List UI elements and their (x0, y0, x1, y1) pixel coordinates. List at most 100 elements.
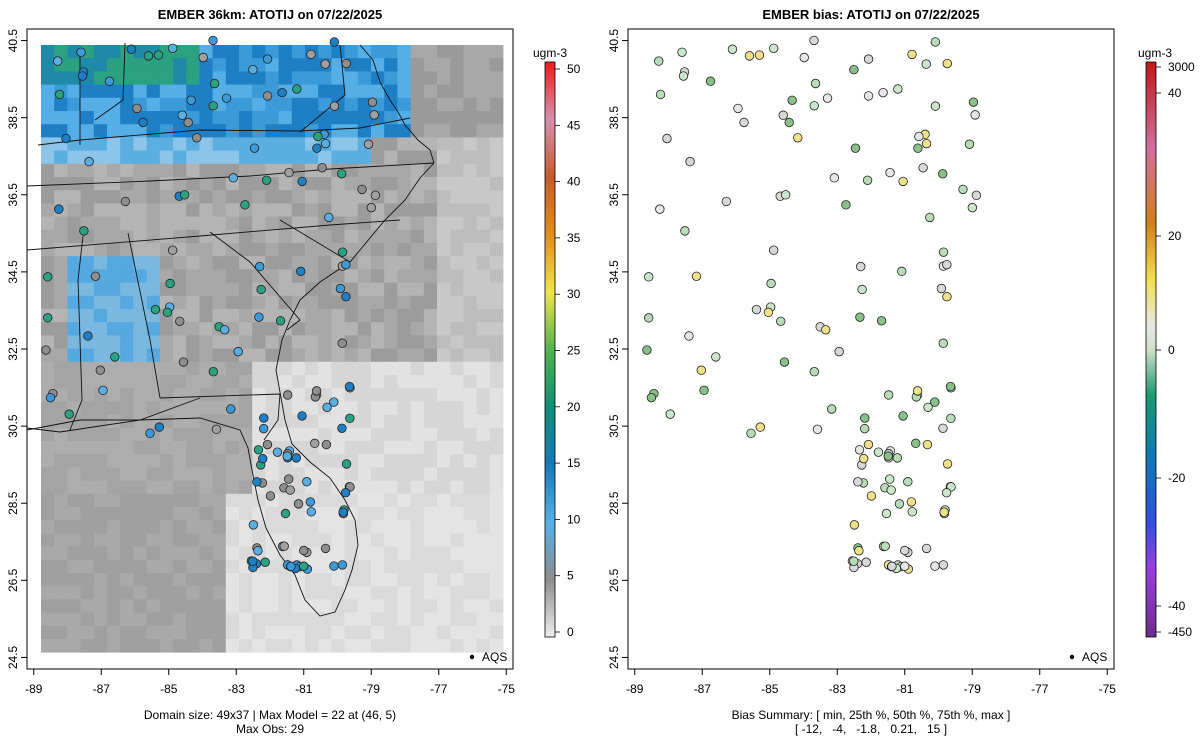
model-cell (133, 282, 147, 297)
bias-marker (642, 345, 652, 355)
bias-marker (892, 453, 903, 463)
model-cell (463, 229, 477, 244)
model-cell (41, 520, 55, 534)
model-cell (199, 309, 213, 323)
model-cell (146, 507, 161, 521)
model-cell (120, 111, 134, 125)
model-cell (186, 441, 200, 455)
model-cell (318, 243, 332, 257)
model-cell (423, 427, 438, 442)
bias-marker (918, 163, 928, 173)
model-cell (93, 546, 108, 561)
model-cell (463, 58, 477, 72)
model-cell (146, 150, 161, 165)
model-cell (133, 388, 147, 402)
model-cell (199, 71, 213, 85)
station-marker (320, 543, 331, 554)
bias-marker (863, 91, 874, 101)
model-cell (186, 256, 200, 270)
model-cell (80, 467, 95, 481)
model-cell (450, 177, 464, 191)
model-cell (450, 480, 464, 495)
model-cell (318, 177, 332, 191)
model-cell (159, 625, 174, 640)
model-cell (291, 427, 306, 442)
station-marker (167, 43, 178, 53)
model-cell (437, 322, 451, 336)
model-cell (54, 97, 68, 112)
model-cell (120, 507, 134, 521)
model-cell (476, 97, 491, 112)
model-cell (41, 612, 55, 627)
bias-marker (930, 561, 940, 571)
model-cell (305, 348, 319, 363)
station-marker (90, 271, 101, 282)
model-cell (146, 84, 161, 99)
colorbar-tick-label: 10 (567, 512, 581, 526)
colorbar-tick-label: 35 (567, 231, 581, 245)
model-cell (278, 612, 293, 627)
model-cell (437, 97, 451, 112)
model-cell (212, 269, 227, 283)
model-cell (489, 467, 504, 481)
bias-marker (834, 346, 844, 357)
model-cell (80, 414, 95, 429)
station-marker (64, 409, 74, 419)
model-cell (199, 150, 213, 165)
colorbar-tick-label: 5 (567, 569, 574, 583)
model-cell (463, 639, 477, 653)
model-cell (489, 573, 504, 587)
model-cell (397, 375, 411, 389)
model-cell (80, 625, 95, 640)
model-cell (450, 111, 464, 125)
model-cell (437, 45, 451, 59)
model-cell (318, 625, 332, 640)
model-cell (159, 375, 174, 389)
model-cell (173, 467, 187, 481)
model-cell (212, 190, 227, 204)
model-cell (423, 58, 438, 72)
model-cell (371, 507, 385, 521)
model-cell (397, 84, 411, 99)
model-cell (159, 322, 174, 336)
bias-marker (968, 97, 979, 107)
bias-marker (744, 51, 755, 61)
model-cell (120, 612, 134, 627)
model-cell (239, 533, 253, 547)
model-cell (159, 111, 174, 125)
model-cell (305, 84, 319, 99)
model-cell (291, 599, 306, 613)
model-cell (212, 256, 227, 270)
model-cell (146, 124, 161, 138)
model-cell (186, 322, 200, 336)
model-cell (371, 45, 385, 59)
model-cell (450, 375, 464, 389)
model-cell (107, 599, 121, 613)
model-cell (476, 190, 491, 204)
model-cell (305, 190, 319, 204)
station-marker (262, 91, 273, 101)
model-cell (344, 71, 359, 85)
model-cell (80, 533, 95, 547)
bias-marker (849, 556, 859, 566)
right-axes: -89 -87 -85 -83 -81 -79 -77 -7524.526.528.530.5… (607, 29, 1116, 696)
model-cell (450, 401, 464, 415)
model-cell (120, 71, 134, 85)
model-cell (120, 441, 134, 455)
model-cell (463, 612, 477, 627)
bias-marker (680, 226, 690, 236)
model-cell (212, 124, 227, 138)
station-marker (183, 117, 193, 128)
station-marker (340, 488, 351, 498)
model-cell (252, 84, 266, 99)
model-cell (344, 612, 359, 627)
station-marker (76, 47, 86, 57)
model-cell (186, 269, 200, 283)
model-cell (450, 507, 464, 521)
model-cell (489, 282, 504, 297)
model-cell (173, 414, 187, 429)
bias-marker (921, 138, 932, 149)
model-cell (186, 163, 200, 178)
bias-marker (849, 64, 859, 75)
model-cell (173, 269, 187, 283)
